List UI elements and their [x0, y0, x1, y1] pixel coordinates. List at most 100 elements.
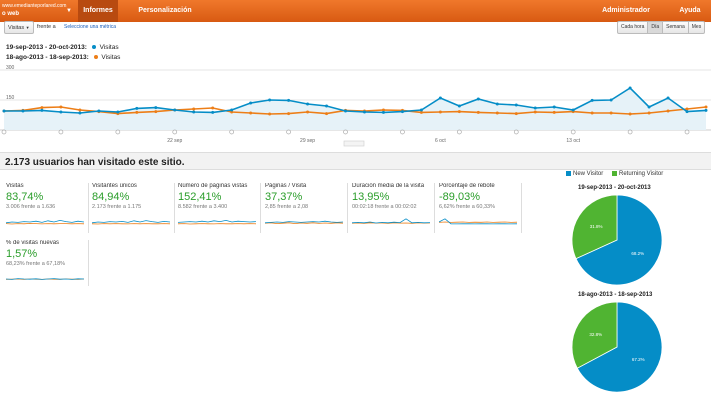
metric-tile[interactable]: Visitas 83,74% 3.006 frente a 1.636 — [3, 183, 89, 233]
annotation-marker[interactable] — [58, 129, 64, 135]
data-point-current[interactable] — [154, 106, 158, 110]
granularity-month[interactable]: Mes — [688, 21, 706, 34]
data-point-current[interactable] — [78, 111, 82, 115]
data-point-current[interactable] — [268, 98, 272, 102]
data-point-current[interactable] — [2, 109, 6, 113]
data-point-current[interactable] — [97, 109, 101, 113]
metric-tile[interactable]: Duración media de la visita 13,95% 00:02:1… — [349, 183, 435, 233]
data-point-current[interactable] — [59, 110, 63, 114]
data-point-previous[interactable] — [628, 112, 632, 116]
data-point-previous[interactable] — [211, 106, 215, 110]
annotation-marker[interactable] — [400, 129, 405, 135]
metric-select[interactable]: Visitas ▼ — [4, 21, 34, 34]
data-point-current[interactable] — [457, 104, 461, 108]
data-point-current[interactable] — [230, 108, 234, 112]
annotation-marker[interactable] — [457, 129, 462, 135]
data-point-current[interactable] — [419, 108, 423, 112]
data-point-previous[interactable] — [154, 110, 158, 114]
data-point-previous[interactable] — [78, 108, 82, 112]
metric-tile[interactable]: Porcentaje de rebote -89,03% 6,62% frente … — [436, 183, 522, 233]
data-point-previous[interactable] — [495, 111, 499, 115]
metric-tile[interactable]: Páginas / Visita 37,37% 2,85 frente a 2,08 — [262, 183, 348, 233]
tab-personalizacion[interactable]: Personalización — [138, 7, 192, 14]
data-point-current[interactable] — [211, 110, 215, 114]
data-point-current[interactable] — [476, 97, 480, 101]
site-selector[interactable]: www.emedianteporlared.com o web ▼ — [2, 2, 74, 20]
data-point-current[interactable] — [325, 104, 329, 108]
data-point-previous[interactable] — [325, 112, 329, 116]
annotation-marker[interactable] — [286, 129, 291, 135]
data-point-previous[interactable] — [685, 107, 689, 111]
data-point-current[interactable] — [590, 98, 594, 102]
pie-slice-new-visitor[interactable] — [575, 194, 663, 286]
annotation-marker[interactable] — [229, 129, 235, 135]
annotation-marker[interactable] — [1, 129, 7, 135]
data-point-previous[interactable] — [533, 110, 537, 114]
metric-tile[interactable]: Número de páginas vistas 152,41% 8.582 fre… — [175, 183, 261, 233]
annotation-marker[interactable] — [627, 129, 633, 135]
data-point-current[interactable] — [438, 96, 442, 100]
data-point-current[interactable] — [552, 105, 556, 109]
data-point-current[interactable] — [704, 108, 708, 112]
data-point-current[interactable] — [21, 109, 25, 113]
chart-collapse-handle[interactable] — [343, 140, 365, 147]
data-point-previous[interactable] — [381, 108, 385, 112]
data-point-current[interactable] — [306, 102, 310, 106]
data-point-current[interactable] — [287, 98, 291, 102]
data-point-current[interactable] — [571, 108, 575, 112]
data-point-current[interactable] — [533, 106, 537, 110]
help-link[interactable]: Ayuda — [679, 7, 701, 14]
data-point-current[interactable] — [400, 110, 404, 114]
data-point-previous[interactable] — [609, 111, 613, 115]
data-point-current[interactable] — [116, 110, 120, 114]
data-point-current[interactable] — [647, 105, 651, 109]
data-point-previous[interactable] — [40, 106, 44, 110]
data-point-previous[interactable] — [438, 110, 442, 114]
pie-slice-returning-visitor[interactable] — [571, 301, 618, 369]
data-point-previous[interactable] — [268, 112, 272, 116]
data-point-previous[interactable] — [287, 112, 291, 116]
data-point-current[interactable] — [628, 86, 632, 90]
data-point-current[interactable] — [514, 103, 518, 107]
data-point-previous[interactable] — [476, 110, 480, 114]
admin-link[interactable]: Administrador — [602, 7, 650, 14]
granularity-hourly[interactable]: Cada hora — [617, 21, 649, 34]
data-point-current[interactable] — [495, 102, 499, 106]
annotation-marker[interactable] — [172, 129, 178, 135]
data-point-previous[interactable] — [552, 110, 556, 114]
data-point-previous[interactable] — [135, 110, 139, 114]
annotation-marker[interactable] — [343, 129, 348, 135]
data-point-previous[interactable] — [457, 110, 461, 114]
data-point-previous[interactable] — [590, 111, 594, 115]
data-point-previous[interactable] — [647, 111, 651, 115]
granularity-day[interactable]: Día — [648, 21, 664, 34]
data-point-current[interactable] — [135, 106, 139, 110]
data-point-previous[interactable] — [514, 112, 518, 116]
data-point-current[interactable] — [173, 108, 177, 112]
data-point-current[interactable] — [381, 110, 385, 114]
granularity-week[interactable]: Semana — [663, 21, 689, 34]
data-point-current[interactable] — [362, 110, 366, 114]
annotation-marker[interactable] — [115, 129, 121, 135]
data-point-previous[interactable] — [192, 107, 196, 111]
data-point-previous[interactable] — [666, 109, 670, 113]
pie-slice-returning-visitor[interactable] — [571, 194, 618, 260]
annotation-marker[interactable] — [513, 129, 519, 135]
data-point-current[interactable] — [40, 108, 44, 112]
metric-tile[interactable]: % de visitas nuevas 1,57% 68,23% frente a … — [3, 240, 89, 286]
pie-slice-new-visitor[interactable] — [576, 301, 663, 393]
data-point-current[interactable] — [249, 101, 253, 105]
data-point-current[interactable] — [666, 96, 670, 100]
data-point-previous[interactable] — [249, 111, 253, 115]
metric-tile[interactable]: Visitantes únicos 84,94% 2.173 frente a 1.… — [89, 183, 175, 233]
annotation-marker[interactable] — [684, 129, 690, 135]
data-point-previous[interactable] — [704, 105, 708, 109]
data-point-current[interactable] — [192, 110, 196, 114]
data-point-current[interactable] — [344, 109, 348, 113]
select-metric-link[interactable]: Seleccione una métrica — [64, 24, 116, 30]
data-point-current[interactable] — [685, 110, 689, 114]
data-point-current[interactable] — [609, 98, 613, 102]
data-point-previous[interactable] — [59, 105, 63, 109]
data-point-previous[interactable] — [306, 110, 310, 114]
annotation-marker[interactable] — [570, 129, 576, 135]
